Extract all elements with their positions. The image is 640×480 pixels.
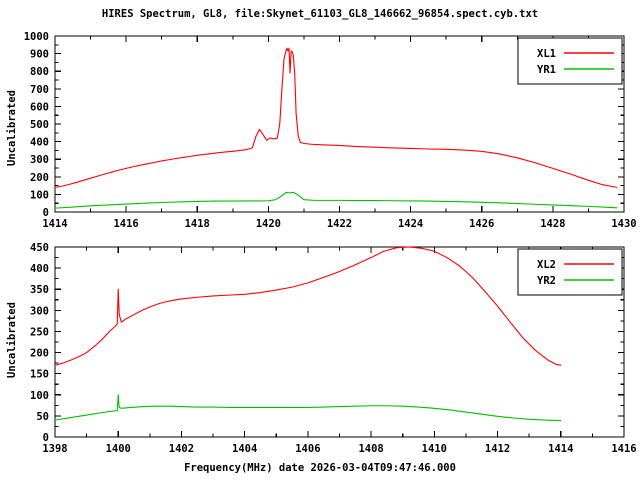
x-tick-label: 1424 [398,218,423,230]
y-tick-label: 900 [30,49,49,61]
y-tick-label: 200 [30,348,49,360]
figure-x-axis-label: Frequency(MHz) date 2026-03-04T09:47:46.… [184,462,456,474]
top-plot-panel: 1414 1416 1418 1420 1422 1424 1426 1428 1430 0 100… [24,31,637,230]
series-line-yr2 [54,394,562,422]
x-tick-label: 1418 [185,218,210,230]
x-tick-label: 1406 [295,443,320,455]
x-tick-label: 1414 [548,443,573,455]
x-tick-label: 1414 [42,218,67,230]
y-tick-label: 1000 [24,31,49,43]
x-tick-label: 1402 [169,443,194,455]
y-tick-label: 400 [30,137,49,149]
y-tick-label: 100 [30,390,49,402]
x-tick-label: 1422 [327,218,352,230]
top-legend-box [517,37,623,85]
y-tick-label: 300 [30,305,49,317]
y-tick-label: 800 [30,66,49,78]
x-tick-label: 1430 [611,218,636,230]
x-tick-label: 1420 [256,218,281,230]
y-tick-label: 350 [30,284,49,296]
series-line-xl1 [54,47,618,188]
figure-title: HIRES Spectrum, GL8, file:Skynet_61103_G… [101,8,539,20]
y-tick-label: 200 [30,172,49,184]
x-tick-label: 1428 [540,218,565,230]
y-tick-label: 300 [30,154,49,166]
x-tick-label: 1416 [113,218,138,230]
x-tick-label: 1412 [485,443,510,455]
legend-label-xl1: XL1 [537,48,556,60]
x-tick-label: 1400 [106,443,131,455]
y-tick-label: 0 [43,207,49,219]
x-tick-label: 1426 [469,218,494,230]
bottom-plot-panel: 1398 1400 1402 1404 1406 1408 1410 1412 1414 1416… [30,242,637,455]
y-tick-label: 450 [30,242,49,254]
y-tick-label: 400 [30,263,49,275]
y-tick-label: 600 [30,101,49,113]
x-tick-label: 1398 [42,443,67,455]
legend-label-yr2: YR2 [537,275,556,287]
y-tick-label: 50 [36,411,49,423]
x-tick-label: 1410 [422,443,447,455]
series-line-xl2 [54,246,562,366]
series-line-yr1 [54,191,618,209]
y-tick-label: 0 [43,432,49,444]
y-tick-label: 500 [30,119,49,131]
y-tick-label: 700 [30,84,49,96]
legend-label-yr1: YR1 [537,64,556,76]
y-tick-label: 150 [30,369,49,381]
x-tick-label: 1404 [232,443,257,455]
bottom-legend-box [517,248,623,296]
y-tick-label: 250 [30,326,49,338]
y-tick-label: 100 [30,189,49,201]
x-tick-label: 1416 [611,443,636,455]
legend-label-xl2: XL2 [537,259,556,271]
x-tick-label: 1408 [358,443,383,455]
